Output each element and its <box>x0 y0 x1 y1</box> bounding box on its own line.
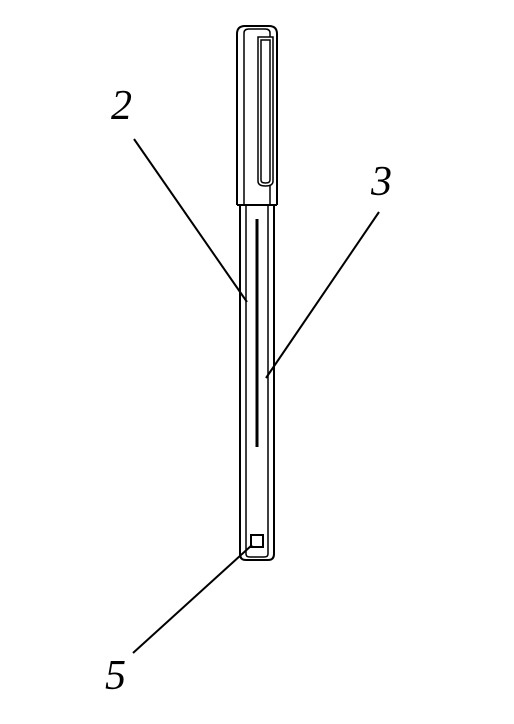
callout-label-5: 5 <box>105 655 126 697</box>
callout-label-3: 3 <box>371 161 392 203</box>
callout-label-2: 2 <box>111 85 132 127</box>
diagram-svg <box>0 0 514 719</box>
diagram-canvas <box>0 0 514 719</box>
